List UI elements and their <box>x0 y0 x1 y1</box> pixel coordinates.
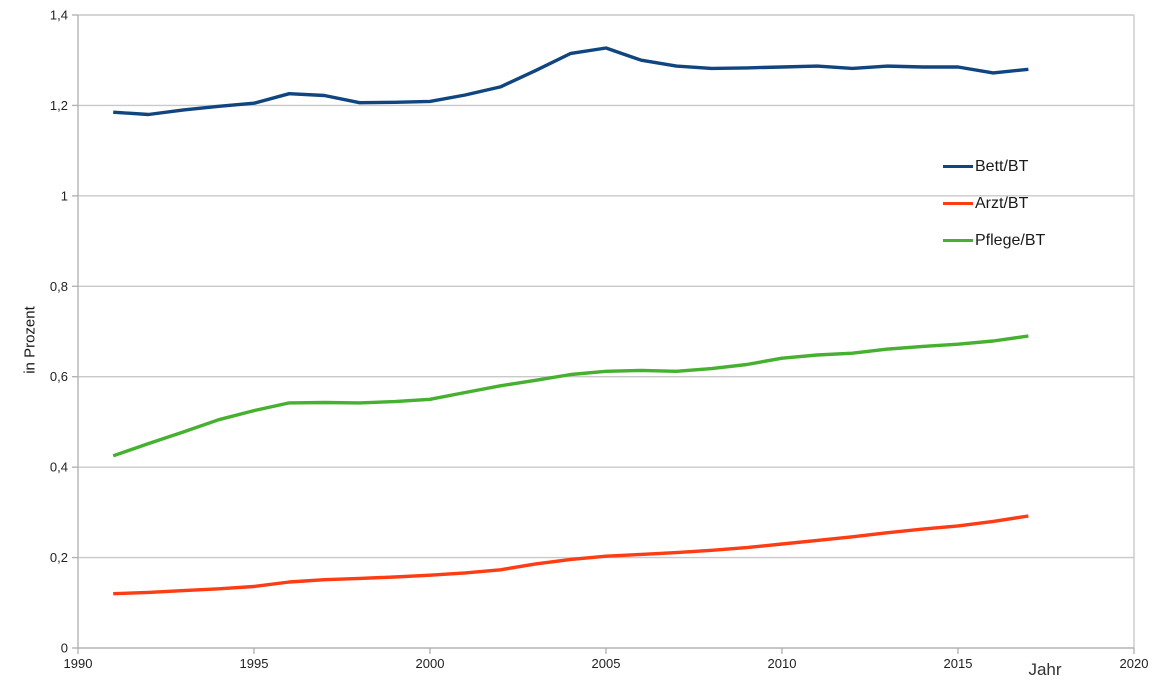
legend-label-arzt: Arzt/BT <box>975 194 1029 212</box>
legend-item-arzt: Arzt/BT <box>943 185 1045 222</box>
y-tick-label: 1 <box>61 188 68 203</box>
y-axis-title: in Prozent <box>21 306 39 374</box>
x-tick-label: 1995 <box>240 656 269 671</box>
x-tick-label: 2000 <box>416 656 445 671</box>
y-tick-label: 1,2 <box>50 98 68 113</box>
legend-swatch-bett-icon <box>943 164 973 169</box>
legend-label-pflege: Pflege/BT <box>975 231 1046 249</box>
x-tick-label: 1990 <box>64 656 93 671</box>
x-tick-label: 2005 <box>592 656 621 671</box>
y-tick-label: 0,8 <box>50 279 68 294</box>
series-line-arzt-bt <box>113 514 1029 596</box>
legend-label-bett: Bett/BT <box>975 157 1029 175</box>
series-line-bett-bt <box>113 46 1029 117</box>
x-tick-label: 2020 <box>1120 656 1149 671</box>
y-tick-label: 0,2 <box>50 550 68 565</box>
x-tick-label: 2015 <box>944 656 973 671</box>
y-tick-label: 1,4 <box>50 8 68 23</box>
legend-item-pflege: Pflege/BT <box>943 222 1045 259</box>
y-tick-label: 0 <box>61 641 68 656</box>
x-tick-label: 2010 <box>768 656 797 671</box>
y-tick-label: 0,4 <box>50 460 68 475</box>
x-axis-title: Jahr <box>1028 660 1062 679</box>
y-tick-label: 0,6 <box>50 369 68 384</box>
series-line-pflege-bt <box>112 334 1029 458</box>
legend-item-bett: Bett/BT <box>943 148 1045 185</box>
legend-swatch-pflege-icon <box>943 238 973 243</box>
legend: Bett/BT Arzt/BT Pflege/BT <box>943 148 1045 259</box>
legend-swatch-arzt-icon <box>943 201 973 206</box>
